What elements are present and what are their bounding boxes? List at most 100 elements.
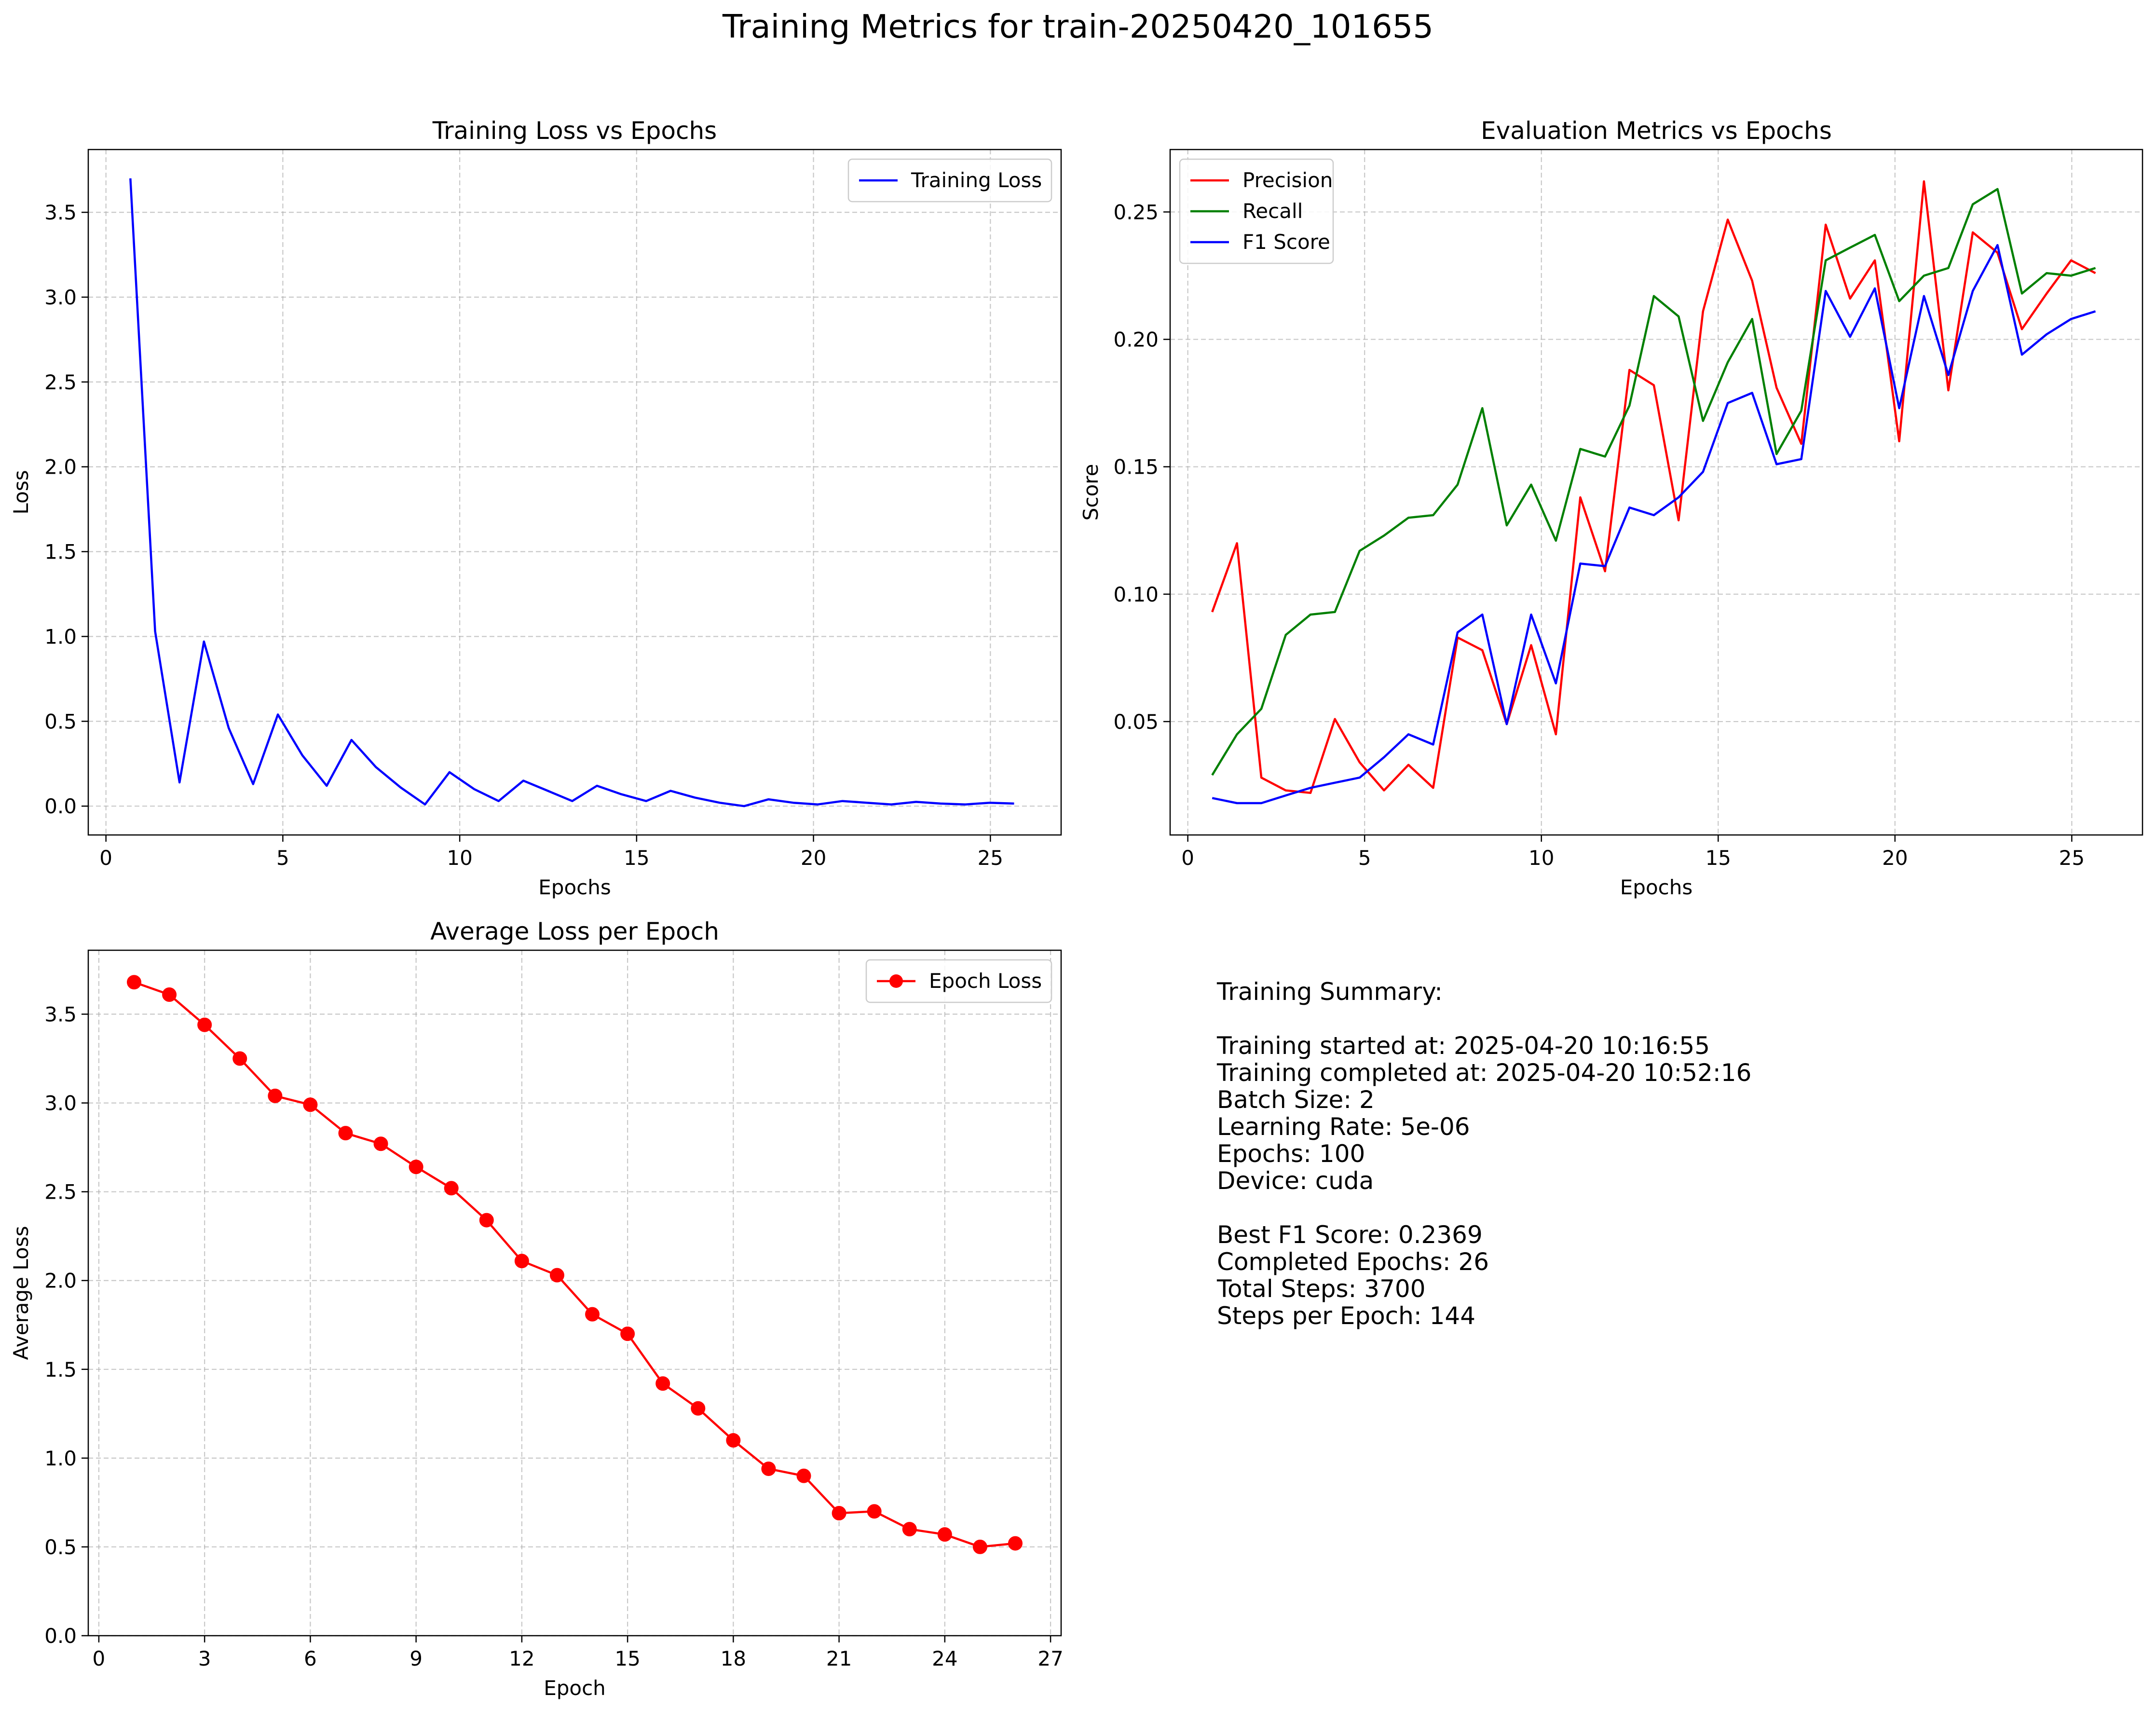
y-tick-label: 3.5 (44, 1003, 77, 1026)
legend-item: Precision (1190, 168, 1333, 192)
legend-label: Precision (1242, 168, 1333, 192)
summary-heading: Training Summary: (1217, 978, 1443, 1006)
y-tick-label: 0.5 (44, 710, 77, 733)
x-tick-label: 27 (1037, 1647, 1063, 1670)
data-point (796, 1468, 811, 1483)
data-point (620, 1326, 635, 1341)
data-point (127, 975, 142, 990)
legend-box (865, 959, 1052, 1003)
x-tick-label: 12 (509, 1647, 534, 1670)
x-tick-label: 10 (1528, 846, 1554, 870)
x-tick-label: 15 (1706, 846, 1731, 870)
data-point (1008, 1536, 1023, 1551)
x-tick-label: 25 (978, 846, 1003, 870)
y-tick-label: 2.5 (44, 1180, 77, 1204)
data-point (832, 1505, 846, 1520)
summary-total-steps: Total Steps: 3700 (1217, 1275, 1426, 1303)
x-tick-label: 21 (826, 1647, 852, 1670)
y-tick-label: 0.0 (44, 794, 77, 818)
summary-batch-size: Batch Size: 2 (1217, 1086, 1375, 1114)
legend-box (847, 158, 1052, 203)
series-line-f1-score (1212, 244, 2096, 805)
training-summary: Training Summary: Training started at: 2… (1217, 978, 1751, 1329)
y-tick-label: 0.5 (44, 1535, 77, 1559)
data-point (409, 1160, 423, 1175)
y-tick-label: 3.0 (44, 1092, 77, 1115)
legend-item: Training Loss (859, 168, 1042, 192)
data-point (585, 1307, 600, 1322)
chart-title: Evaluation Metrics vs Epochs (1481, 117, 1832, 145)
data-point (338, 1126, 353, 1141)
x-tick-label: 15 (614, 1647, 640, 1670)
x-tick-label: 20 (801, 846, 826, 870)
x-tick-label: 0 (99, 846, 112, 870)
data-point (549, 1268, 564, 1283)
summary-spacer (1217, 1194, 1751, 1221)
y-tick-label: 2.0 (44, 1269, 77, 1293)
y-tick-label: 0.25 (1113, 200, 1159, 224)
data-point (268, 1088, 283, 1103)
y-tick-label: 1.0 (44, 625, 77, 648)
y-tick-label: 3.5 (44, 201, 77, 224)
y-tick-label: 0.15 (1113, 455, 1159, 479)
x-axis-label: Epochs (538, 875, 611, 899)
data-point (197, 1017, 212, 1032)
x-tick-label: 0 (93, 1647, 106, 1670)
data-point (444, 1181, 459, 1196)
summary-started: Training started at: 2025-04-20 10:16:55 (1217, 1032, 1710, 1060)
evaluation-metrics-chart: 0 5 10 15 20 25 0.05 0.10 0.15 0.20 0.25 Evaluation… (1079, 117, 2143, 899)
data-point (232, 1051, 247, 1066)
data-point (902, 1522, 917, 1537)
legend-item: Recall (1190, 199, 1303, 223)
legend: Epoch Loss (865, 959, 1052, 1003)
data-point (655, 1376, 670, 1391)
legend-marker (889, 974, 903, 988)
y-tick-label: 0.05 (1113, 710, 1159, 734)
series-line-recall (1211, 188, 2096, 776)
y-tick-label: 3.0 (44, 286, 77, 309)
y-tick-label: 2.0 (44, 455, 77, 479)
summary-completed: Training completed at: 2025-04-20 10:52:… (1217, 1059, 1752, 1087)
data-point (726, 1433, 741, 1448)
x-tick-label: 0 (1181, 846, 1194, 870)
x-tick-label: 25 (2059, 846, 2085, 870)
y-axis-label: Score (1079, 464, 1103, 521)
summary-learning-rate: Learning Rate: 5e-06 (1217, 1113, 1470, 1141)
axes-frame (1169, 149, 2143, 836)
y-tick-label: 1.5 (44, 540, 77, 564)
x-tick-label: 20 (1882, 846, 1908, 870)
x-tick-label: 18 (721, 1647, 746, 1670)
y-tick-label: 0.20 (1113, 328, 1159, 352)
data-point (761, 1461, 776, 1476)
x-tick-label: 15 (624, 846, 649, 870)
y-tick-label: 0.10 (1113, 583, 1159, 606)
x-tick-label: 5 (1358, 846, 1371, 870)
summary-steps-per-epoch: Steps per Epoch: 144 (1217, 1302, 1476, 1330)
y-tick-label: 1.5 (44, 1358, 77, 1381)
data-point (867, 1504, 882, 1519)
x-tick-label: 3 (198, 1647, 211, 1670)
y-tick-label: 2.5 (44, 370, 77, 394)
x-tick-label: 6 (304, 1647, 317, 1670)
x-axis-label: Epoch (544, 1676, 606, 1700)
legend-label: Training Loss (911, 168, 1042, 192)
x-tick-label: 9 (409, 1647, 423, 1670)
training-loss-chart: 0 5 10 15 20 25 0.0 0.5 1.0 1.5 2.0 2.5 3.0 3.5 Traini… (9, 117, 1062, 899)
legend-label: Recall (1242, 199, 1303, 223)
summary-best-f1: Best F1 Score: 0.2369 (1217, 1221, 1483, 1249)
data-point (373, 1136, 388, 1151)
axes-frame (87, 149, 1062, 836)
data-point (691, 1401, 706, 1416)
axes-frame (87, 949, 1062, 1637)
x-tick-label: 10 (447, 846, 472, 870)
summary-completed-epochs: Completed Epochs: 26 (1217, 1248, 1489, 1276)
legend: Precision Recall F1 Score (1179, 158, 1334, 264)
data-point (479, 1213, 494, 1228)
data-point (162, 987, 177, 1002)
data-point (972, 1539, 987, 1554)
average-loss-chart: 0 3 6 9 12 15 18 21 24 27 0.0 0.5 1.0 1.5 2.0 2.5 3.0 3.5… (9, 917, 1064, 1700)
data-point (514, 1254, 529, 1269)
series-line-training-loss (129, 178, 1014, 807)
x-tick-label: 5 (276, 846, 289, 870)
